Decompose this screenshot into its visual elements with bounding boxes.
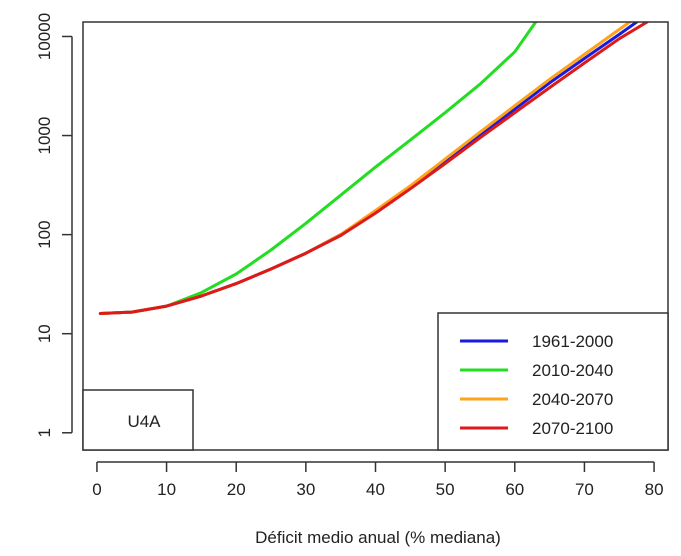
series-line-2010-2040 [98, 22, 538, 315]
x-tick-label: 80 [645, 480, 664, 499]
y-tick-label: 100 [35, 220, 54, 248]
x-tick-label: 10 [157, 480, 176, 499]
x-tick-label: 0 [92, 480, 101, 499]
plot-frame [82, 21, 669, 451]
y-tick-label: 10000 [35, 13, 54, 60]
x-tick-label: 60 [505, 480, 524, 499]
legend: 1961-2000 2010-2040 2040-2070 2070-2100 [437, 312, 669, 451]
x-tick-label: 40 [366, 480, 385, 499]
y-tick-label: 10 [35, 324, 54, 343]
x-tick-label: 20 [227, 480, 246, 499]
legend-label: 2070-2100 [532, 419, 613, 438]
x-axis-label: Déficit medio anual (% mediana) [255, 528, 501, 547]
legend-label: 1961-2000 [532, 332, 613, 351]
y-axis: 1 10 100 1000 10000 [35, 13, 73, 438]
annotation-label: U4A [127, 412, 161, 431]
annotation-box: U4A [82, 389, 194, 451]
x-axis: 0 10 20 30 40 50 60 70 80 [92, 461, 664, 499]
x-tick-label: 70 [575, 480, 594, 499]
annotation-frame [82, 389, 194, 451]
series-line-1961-2000 [98, 22, 639, 315]
legend-label: 2010-2040 [532, 361, 613, 380]
y-tick-label: 1000 [35, 117, 54, 155]
series-line-2070-2100 [98, 22, 649, 315]
series-line-2040-2070 [98, 22, 632, 315]
series-lines [98, 22, 649, 315]
legend-label: 2040-2070 [532, 390, 613, 409]
y-tick-label: 1 [35, 428, 54, 437]
x-tick-label: 50 [436, 480, 455, 499]
x-tick-label: 30 [296, 480, 315, 499]
